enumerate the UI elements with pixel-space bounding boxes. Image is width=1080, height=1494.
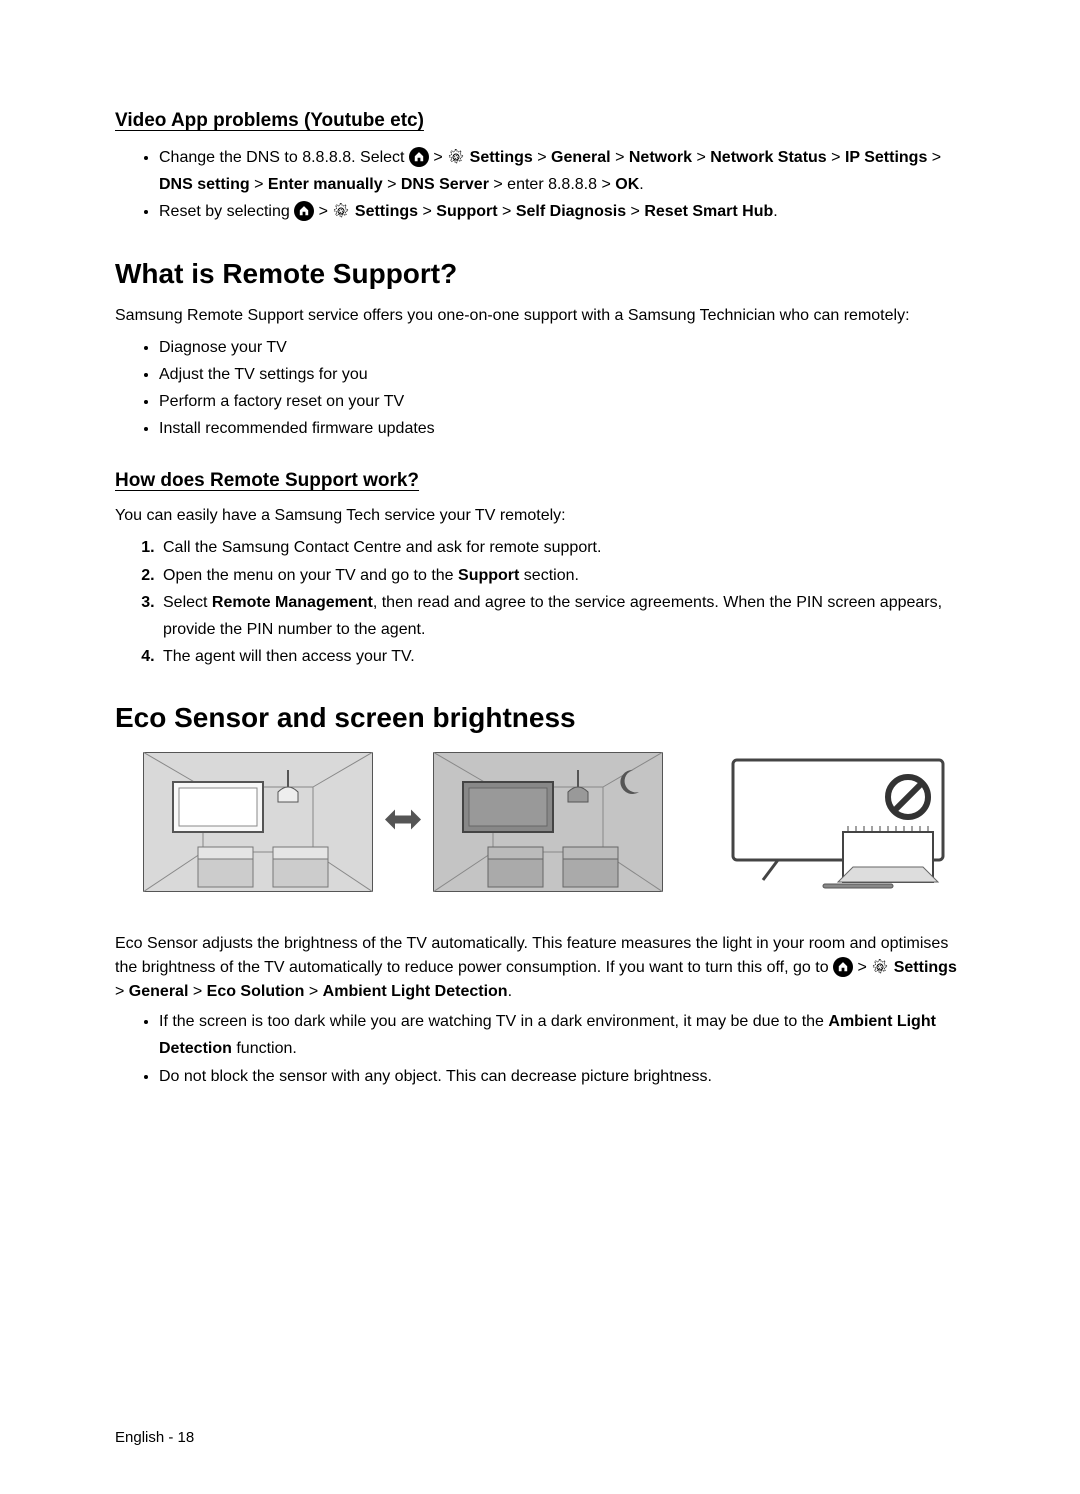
how-work-steps: Call the Samsung Contact Centre and ask … <box>115 534 965 670</box>
settings-icon <box>447 148 465 166</box>
gt: > <box>932 149 941 166</box>
remote-support-heading: What is Remote Support? <box>115 258 965 290</box>
path-0: Settings <box>894 959 957 976</box>
gt: > <box>319 203 328 220</box>
b: Support <box>458 567 519 584</box>
page-footer: English - 18 <box>115 1429 194 1446</box>
rs-bullet: Adjust the TV settings for you <box>159 361 965 388</box>
home-icon <box>833 957 853 977</box>
eco-bullet-2: Do not block the sensor with any object.… <box>159 1063 965 1090</box>
step-1: Call the Samsung Contact Centre and ask … <box>159 534 965 561</box>
path-6: Enter manually <box>268 176 383 193</box>
step-4: The agent will then access your TV. <box>159 643 965 670</box>
gt: > <box>309 983 318 1000</box>
video-app-bullets: Change the DNS to 8.8.8.8. Select > Sett… <box>115 144 965 226</box>
path-0: Settings <box>355 203 418 220</box>
text: Reset by selecting <box>159 203 294 220</box>
path-3: Ambient Light Detection <box>323 983 508 1000</box>
remote-support-bullets: Diagnose your TV Adjust the TV settings … <box>115 334 965 443</box>
gt: > <box>115 983 124 1000</box>
path-3: Reset Smart Hub <box>644 203 773 220</box>
path-1: General <box>551 149 611 166</box>
gt: > <box>601 176 610 193</box>
gt: > <box>254 176 263 193</box>
path-3: Network Status <box>710 149 826 166</box>
home-icon <box>294 201 314 221</box>
path-2: Network <box>629 149 692 166</box>
gt: > <box>857 959 866 976</box>
eco-illustrations <box>115 752 965 892</box>
double-arrow-icon <box>383 806 423 839</box>
t: Eco Sensor adjusts the brightness of the… <box>115 935 948 976</box>
eco-bullets: If the screen is too dark while you are … <box>115 1008 965 1090</box>
t: Select <box>163 594 212 611</box>
settings-icon <box>871 958 889 976</box>
eco-bullet-1: If the screen is too dark while you are … <box>159 1008 965 1062</box>
video-app-heading: Video App problems (Youtube etc) <box>115 110 965 132</box>
remote-support-intro: Samsung Remote Support service offers yo… <box>115 304 965 328</box>
rs-bullet: Install recommended firmware updates <box>159 415 965 442</box>
home-icon <box>409 147 429 167</box>
t: If the screen is too dark while you are … <box>159 1013 828 1030</box>
path-0: Settings <box>470 149 533 166</box>
gt: > <box>422 203 431 220</box>
eco-room-bright <box>143 752 373 892</box>
how-work-heading: How does Remote Support work? <box>115 470 965 492</box>
gt: > <box>537 149 546 166</box>
text: Change the DNS to 8.8.8.8. Select <box>159 149 409 166</box>
settings-icon <box>332 202 350 220</box>
path-5: DNS setting <box>159 176 250 193</box>
eco-heading: Eco Sensor and screen brightness <box>115 702 965 734</box>
ok: OK <box>615 176 639 193</box>
gt: > <box>615 149 624 166</box>
path-2: Self Diagnosis <box>516 203 626 220</box>
gt: > <box>831 149 840 166</box>
t: Open the menu on your TV and go to the <box>163 567 458 584</box>
gt: > <box>493 176 502 193</box>
step-3: Select Remote Management, then read and … <box>159 589 965 643</box>
eco-room-dark <box>433 752 663 892</box>
video-app-bullet-2: Reset by selecting > Settings > Support … <box>159 198 965 225</box>
gt: > <box>387 176 396 193</box>
gt: > <box>696 149 705 166</box>
path-4: IP Settings <box>845 149 927 166</box>
t: section. <box>519 567 579 584</box>
gt: > <box>631 203 640 220</box>
gt: > <box>433 149 442 166</box>
rs-bullet: Perform a factory reset on your TV <box>159 388 965 415</box>
b: Remote Management <box>212 594 373 611</box>
step-2: Open the menu on your TV and go to the S… <box>159 562 965 589</box>
path-1: General <box>129 983 189 1000</box>
t: function. <box>232 1040 297 1057</box>
path-2: Eco Solution <box>207 983 305 1000</box>
path-1: Support <box>436 203 497 220</box>
eco-paragraph: Eco Sensor adjusts the brightness of the… <box>115 932 965 1004</box>
how-work-intro: You can easily have a Samsung Tech servi… <box>115 504 965 528</box>
video-app-bullet-1: Change the DNS to 8.8.8.8. Select > Sett… <box>159 144 965 198</box>
tail: enter 8.8.8.8 <box>507 176 601 193</box>
path-7: DNS Server <box>401 176 489 193</box>
rs-bullet: Diagnose your TV <box>159 334 965 361</box>
eco-sensor-blocked <box>723 752 953 892</box>
gt: > <box>193 983 202 1000</box>
gt: > <box>502 203 511 220</box>
